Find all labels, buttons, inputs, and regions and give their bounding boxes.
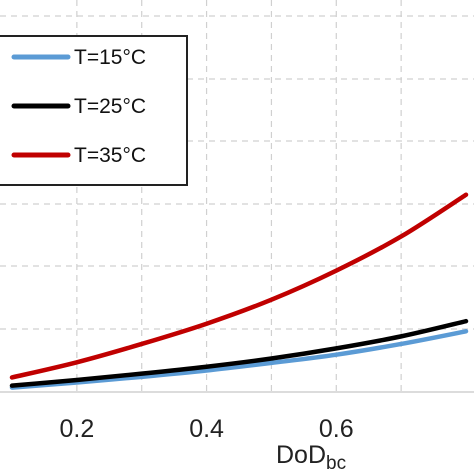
series-lines (9, 192, 469, 390)
legend-label-2: T=25°C (74, 95, 146, 118)
legend-box (0, 35, 188, 186)
x-tick-label: 0.2 (59, 415, 94, 443)
x-axis-label-main: DoD (276, 441, 326, 469)
legend-label-3: T=35°C (74, 144, 146, 167)
series-line-1 (9, 329, 469, 390)
legend-label-1: T=15°C (74, 46, 146, 69)
x-tick-label: 0.6 (319, 415, 354, 443)
x-axis-label-subscript: bc (326, 453, 346, 474)
legend: T=15°C T=25°C T=35°C (0, 35, 188, 186)
x-tick-labels: 0.2 0.4 0.6 (59, 415, 353, 443)
x-axis-label: DoDbc (276, 441, 346, 474)
x-tick-label: 0.4 (189, 415, 224, 443)
series-line-3 (9, 192, 469, 380)
series-line-2 (9, 318, 469, 388)
